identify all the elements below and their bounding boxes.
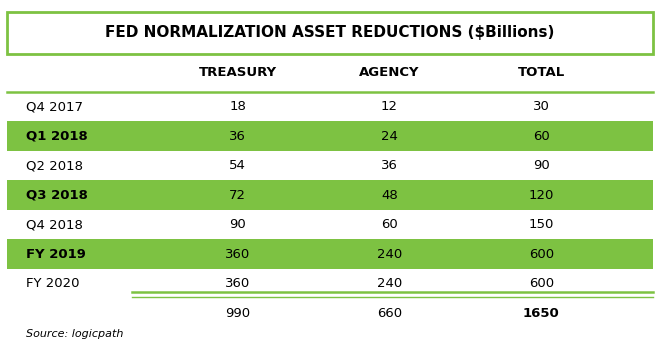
Text: FY 2019: FY 2019 (26, 248, 86, 261)
Text: 36: 36 (381, 159, 398, 172)
Text: 72: 72 (229, 189, 246, 202)
Text: 240: 240 (377, 277, 402, 290)
Text: 360: 360 (225, 248, 250, 261)
Text: TREASURY: TREASURY (199, 66, 277, 79)
Text: Q1 2018: Q1 2018 (26, 130, 88, 143)
Text: 990: 990 (225, 307, 250, 320)
Bar (7, 180, 653, 210)
Text: 360: 360 (225, 277, 250, 290)
Text: 240: 240 (377, 248, 402, 261)
Text: 150: 150 (529, 218, 554, 231)
Text: 36: 36 (229, 130, 246, 143)
Text: Q4 2018: Q4 2018 (26, 218, 83, 231)
Text: 24: 24 (381, 130, 398, 143)
Text: 90: 90 (533, 159, 550, 172)
Text: 54: 54 (229, 159, 246, 172)
Text: FY 2020: FY 2020 (26, 277, 80, 290)
Text: 48: 48 (381, 189, 398, 202)
Text: Q4 2017: Q4 2017 (26, 100, 83, 113)
Text: Q2 2018: Q2 2018 (26, 159, 83, 172)
Text: 18: 18 (229, 100, 246, 113)
Text: 12: 12 (381, 100, 398, 113)
Text: 120: 120 (529, 189, 554, 202)
Text: 1650: 1650 (523, 307, 560, 320)
Text: TOTAL: TOTAL (517, 66, 565, 79)
Text: 60: 60 (533, 130, 550, 143)
Text: 600: 600 (529, 248, 554, 261)
Text: 600: 600 (529, 277, 554, 290)
Bar (7, 239, 653, 269)
Text: 90: 90 (229, 218, 246, 231)
Text: AGENCY: AGENCY (359, 66, 420, 79)
Text: Source: logicpath: Source: logicpath (26, 329, 124, 339)
Bar (7, 121, 653, 151)
Text: 60: 60 (381, 218, 398, 231)
Bar (7, 12, 653, 54)
Text: Q3 2018: Q3 2018 (26, 189, 88, 202)
Text: 660: 660 (377, 307, 402, 320)
Text: FED NORMALIZATION ASSET REDUCTIONS ($Billions): FED NORMALIZATION ASSET REDUCTIONS ($Bil… (106, 25, 554, 41)
Text: 30: 30 (533, 100, 550, 113)
